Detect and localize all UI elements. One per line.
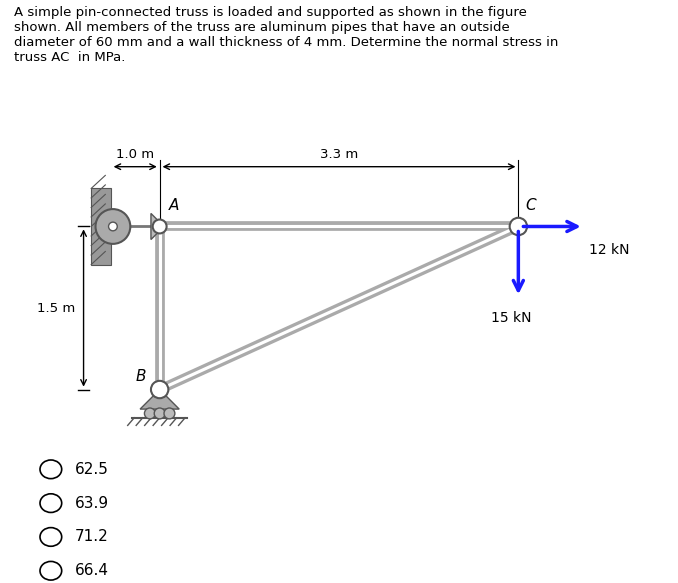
Text: A: A bbox=[168, 198, 179, 213]
Text: A simple pin-connected truss is loaded and supported as shown in the figure
show: A simple pin-connected truss is loaded a… bbox=[14, 6, 558, 64]
Text: B: B bbox=[136, 369, 146, 384]
Text: 3.3 m: 3.3 m bbox=[320, 148, 358, 161]
Text: 63.9: 63.9 bbox=[75, 496, 108, 511]
Circle shape bbox=[151, 381, 168, 398]
Circle shape bbox=[164, 408, 175, 419]
Text: 15 kN: 15 kN bbox=[491, 311, 532, 325]
Circle shape bbox=[510, 218, 527, 235]
Text: 62.5: 62.5 bbox=[75, 462, 108, 477]
Text: 1.5 m: 1.5 m bbox=[37, 301, 75, 314]
Circle shape bbox=[96, 209, 130, 244]
Text: 66.4: 66.4 bbox=[75, 563, 108, 578]
Text: 1.0 m: 1.0 m bbox=[116, 148, 155, 161]
Polygon shape bbox=[151, 213, 164, 240]
Bar bbox=[91, 188, 111, 265]
Text: 71.2: 71.2 bbox=[75, 529, 108, 545]
Circle shape bbox=[108, 222, 117, 231]
Text: C: C bbox=[525, 198, 536, 213]
Text: 12 kN: 12 kN bbox=[589, 243, 629, 257]
Polygon shape bbox=[140, 389, 179, 409]
Circle shape bbox=[153, 220, 167, 233]
Circle shape bbox=[154, 408, 165, 419]
Circle shape bbox=[144, 408, 155, 419]
